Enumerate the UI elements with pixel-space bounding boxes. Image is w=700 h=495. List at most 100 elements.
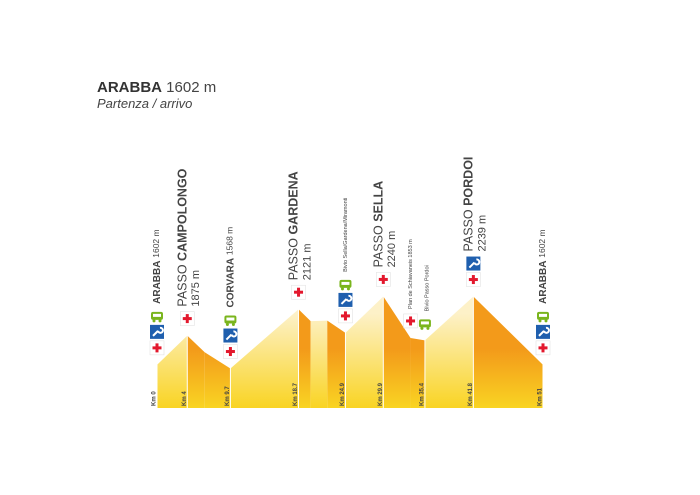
stop-prefix: PASSO xyxy=(287,238,301,280)
stop-name: PORDOI xyxy=(462,157,476,206)
stop-name: SELLA xyxy=(372,181,386,222)
icon-b xyxy=(339,279,352,291)
profile-segment xyxy=(410,337,425,408)
stop-note: Bivio Sella/Gardena/Miramonti xyxy=(343,198,349,272)
wheel xyxy=(231,323,235,327)
cross-h xyxy=(538,346,548,350)
stop-prefix: PASSO xyxy=(176,264,190,306)
stop-name: ARABBA xyxy=(152,261,163,304)
icon-c xyxy=(223,344,238,359)
stop-name: ARABBA xyxy=(538,261,549,304)
title-note: 1602 m xyxy=(166,79,216,96)
stop-elevation: 1875 m xyxy=(190,270,202,307)
wheel xyxy=(346,287,350,291)
icon-b xyxy=(418,319,431,330)
cross-h xyxy=(340,314,350,318)
wheel xyxy=(158,319,162,323)
km-label: Km 41.8 xyxy=(468,382,474,406)
wrench xyxy=(340,294,353,305)
wheel xyxy=(544,319,548,323)
cross-h xyxy=(406,319,416,323)
cross-h xyxy=(182,317,192,321)
icon-c xyxy=(338,308,353,324)
stop-elevation: 2121 m xyxy=(301,243,313,280)
stop-label: ARABBA 1602 m xyxy=(537,229,548,303)
stop-label: PASSO GARDENA xyxy=(287,171,301,280)
stop-elevation: 1602 m xyxy=(151,229,161,257)
icon-b xyxy=(537,311,549,323)
bus-window xyxy=(341,281,350,285)
bus-window xyxy=(420,321,429,325)
profile-segment xyxy=(187,335,205,408)
stop-name: CORVARA xyxy=(225,258,236,308)
wrench xyxy=(225,330,238,341)
profile-segment xyxy=(298,309,311,408)
icon-c xyxy=(180,311,195,326)
icon-c xyxy=(376,272,391,287)
km-label: Km 24.9 xyxy=(340,382,346,406)
km-label: Km 35.4 xyxy=(420,382,426,406)
wheel xyxy=(152,319,156,323)
wrench xyxy=(152,326,164,337)
wheel xyxy=(340,287,344,291)
title: ARABBA 1602 m xyxy=(97,79,216,96)
km-label: Km 4 xyxy=(182,391,188,406)
icon-c xyxy=(403,313,418,329)
bus-window xyxy=(226,317,235,321)
icon-w xyxy=(150,324,164,339)
icon-c xyxy=(149,340,165,356)
profile-segment xyxy=(345,296,384,408)
km-label: Km 9.7 xyxy=(225,386,231,406)
icon-c xyxy=(535,340,551,356)
profile-segment xyxy=(473,296,543,408)
title-name: ARABBA xyxy=(97,79,162,96)
stop-elevation: 1602 m xyxy=(537,229,547,257)
stop-prefix: PASSO xyxy=(462,209,476,251)
cross-h xyxy=(294,290,304,294)
km-label: Km 51 xyxy=(538,387,544,406)
profile-segment xyxy=(327,320,346,408)
icon-w xyxy=(466,256,481,271)
stop-name: CAMPOLONGO xyxy=(176,168,190,261)
stop-elevation: 2240 m xyxy=(386,231,398,268)
wheel xyxy=(225,323,229,327)
icon-w xyxy=(536,324,550,339)
cross-h xyxy=(468,278,478,282)
profile-segment xyxy=(310,320,328,408)
wheel xyxy=(420,326,424,330)
icon-c xyxy=(291,284,306,300)
icon-c xyxy=(466,272,481,287)
icon-b xyxy=(151,311,163,323)
stop-label: PASSO PORDOI xyxy=(462,157,476,252)
stop-label: PASSO CAMPOLONGO xyxy=(176,168,190,306)
icon-b xyxy=(224,315,237,327)
wheel xyxy=(538,319,542,323)
km-label: Km 18.7 xyxy=(293,382,299,406)
stop-label: PASSO SELLA xyxy=(372,181,386,268)
km-label: Km 29.9 xyxy=(378,382,384,406)
profile-segment xyxy=(157,335,188,408)
wheel xyxy=(426,326,430,330)
icon-w xyxy=(223,328,238,343)
profile-segment xyxy=(204,352,231,408)
stop-name: GARDENA xyxy=(287,171,301,234)
stop-elevation: 2239 m xyxy=(476,215,488,252)
wrench xyxy=(468,258,481,269)
km-label: Km 0 xyxy=(152,391,158,406)
bus-window xyxy=(539,313,547,317)
profile-segment xyxy=(230,309,299,408)
bus-window xyxy=(153,313,161,317)
stop-note: Plan de Schiavaneis 1853 m xyxy=(408,239,414,309)
wrench xyxy=(538,326,550,337)
icon-w xyxy=(338,292,353,307)
subtitle: Partenza / arrivo xyxy=(97,96,192,111)
stop-elevation: 1568 m xyxy=(225,227,235,255)
profile-segment xyxy=(424,296,474,408)
cross-h xyxy=(152,346,162,350)
stop-label: ARABBA 1602 m xyxy=(151,229,162,303)
cross-h xyxy=(378,277,388,281)
stop-label: CORVARA 1568 m xyxy=(225,227,236,308)
stop-note: Bivio Passo Pordoi xyxy=(424,265,430,311)
cross-h xyxy=(225,350,235,354)
